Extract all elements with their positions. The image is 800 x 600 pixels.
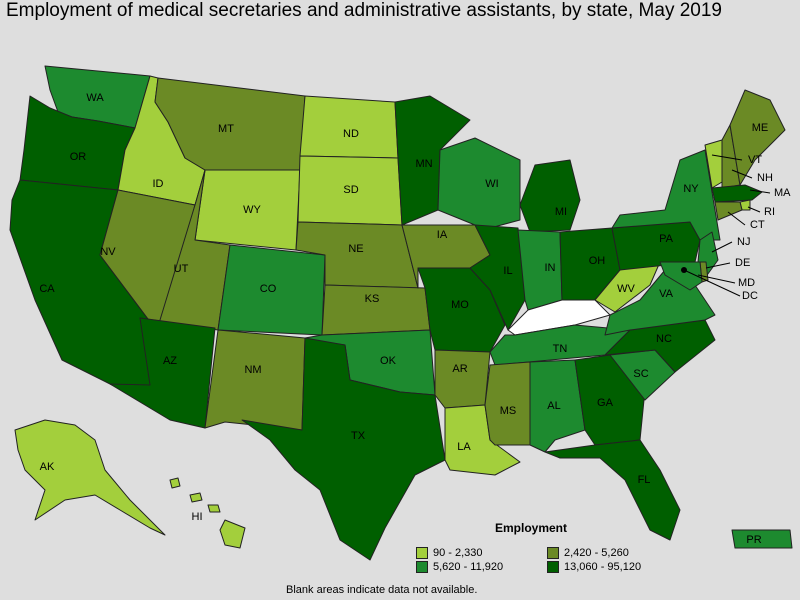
- legend-swatch-class1: [416, 547, 428, 559]
- state-label-ct: CT: [750, 219, 765, 231]
- legend-item-class4: 13,060 - 95,120: [547, 561, 641, 573]
- legend-swatch-class3: [416, 561, 428, 573]
- state-pr: [731, 529, 793, 549]
- state-mi: [519, 159, 581, 233]
- state-label-ny: NY: [683, 183, 699, 195]
- state-label-fl: FL: [638, 474, 651, 486]
- state-label-nc: NC: [656, 333, 672, 345]
- state-ma: [711, 184, 763, 203]
- callout-line-ma: [749, 189, 771, 194]
- legend-label-class3: 5,620 - 11,920: [433, 561, 504, 573]
- state-label-sc: SC: [633, 368, 648, 380]
- state-label-wi: WI: [485, 178, 498, 190]
- callout-line-vt: [711, 154, 743, 161]
- state-label-nd: ND: [343, 128, 359, 140]
- state-label-ca: CA: [39, 283, 55, 295]
- state-label-ak: AK: [40, 461, 55, 473]
- state-label-nh: NH: [757, 172, 773, 184]
- state-label-mn: MN: [415, 158, 432, 170]
- legend-label-class4: 13,060 - 95,120: [564, 561, 642, 573]
- state-label-ks: KS: [365, 293, 380, 305]
- state-label-ms: MS: [500, 405, 517, 417]
- state-label-me: ME: [752, 122, 769, 134]
- state-label-hi: HI: [192, 511, 203, 523]
- state-label-oh: OH: [589, 255, 606, 267]
- callout-line-ri: [747, 206, 761, 213]
- state-label-ga: GA: [597, 397, 614, 409]
- state-label-ar: AR: [452, 363, 467, 375]
- dc-marker: [681, 267, 687, 273]
- state-wi: [437, 137, 521, 229]
- state-label-nm: NM: [244, 364, 261, 376]
- state-label-vt: VT: [748, 154, 762, 166]
- state-ms: [484, 361, 531, 446]
- state-hi: [169, 477, 246, 549]
- state-label-mi: MI: [555, 206, 567, 218]
- state-label-az: AZ: [163, 355, 177, 367]
- callout-line-dc: [683, 269, 741, 297]
- legend-swatch-class4: [547, 561, 559, 573]
- state-label-nj: NJ: [737, 236, 750, 248]
- state-label-il: IL: [503, 265, 512, 277]
- legend-label-class1: 90 - 2,330: [433, 547, 483, 559]
- state-md: [659, 261, 703, 291]
- callout-line-nj: [711, 241, 733, 253]
- legend-title: Employment: [495, 521, 568, 535]
- state-label-ok: OK: [380, 355, 397, 367]
- state-me: [729, 89, 786, 186]
- state-label-va: VA: [659, 288, 674, 300]
- state-ct: [714, 201, 743, 221]
- map-title: Employment of medical secretaries and ad…: [6, 0, 722, 21]
- state-label-tn: TN: [553, 343, 568, 355]
- state-label-ne: NE: [348, 243, 363, 255]
- state-label-ia: IA: [437, 229, 448, 241]
- legend-item-class3: 5,620 - 11,920: [416, 561, 503, 573]
- legend-label-class2: 2,420 - 5,260: [564, 547, 629, 559]
- state-label-la: LA: [457, 441, 471, 453]
- callout-line-ct: [727, 211, 746, 226]
- callout-line-md: [697, 274, 736, 284]
- state-az: [109, 317, 216, 429]
- state-label-mo: MO: [451, 299, 469, 311]
- state-label-mt: MT: [218, 123, 234, 135]
- state-label-al: AL: [547, 400, 560, 412]
- state-label-ri: RI: [764, 206, 775, 218]
- callout-line-de: [705, 262, 731, 269]
- state-label-id: ID: [153, 178, 164, 190]
- callout-line-nh: [731, 169, 753, 179]
- legend-swatch-class2: [547, 547, 559, 559]
- state-ar: [434, 349, 491, 409]
- legend-item-class1: 90 - 2,330: [416, 547, 483, 559]
- state-label-dc: DC: [742, 290, 758, 302]
- state-label-wv: WV: [617, 283, 635, 295]
- state-label-nv: NV: [100, 246, 116, 258]
- state-label-de: DE: [735, 257, 750, 269]
- data-availability-note: Blank areas indicate data not available.: [286, 584, 478, 596]
- state-tx: [241, 337, 446, 561]
- state-label-or: OR: [70, 151, 87, 163]
- state-label-wy: WY: [243, 204, 261, 216]
- state-label-ut: UT: [174, 263, 189, 275]
- state-label-pr: PR: [746, 534, 761, 546]
- state-ny: [611, 149, 721, 241]
- state-ak: [14, 419, 166, 536]
- state-label-wa: WA: [86, 92, 104, 104]
- state-label-ma: MA: [774, 187, 791, 199]
- state-fl: [544, 439, 681, 541]
- state-nm: [204, 329, 306, 431]
- state-nd: [299, 95, 399, 159]
- state-label-co: CO: [260, 283, 277, 295]
- state-label-pa: PA: [659, 233, 674, 245]
- state-label-sd: SD: [343, 184, 358, 196]
- legend-item-class2: 2,420 - 5,260: [547, 547, 629, 559]
- state-label-in: IN: [545, 262, 556, 274]
- state-label-md: MD: [738, 277, 755, 289]
- state-label-tx: TX: [351, 430, 366, 442]
